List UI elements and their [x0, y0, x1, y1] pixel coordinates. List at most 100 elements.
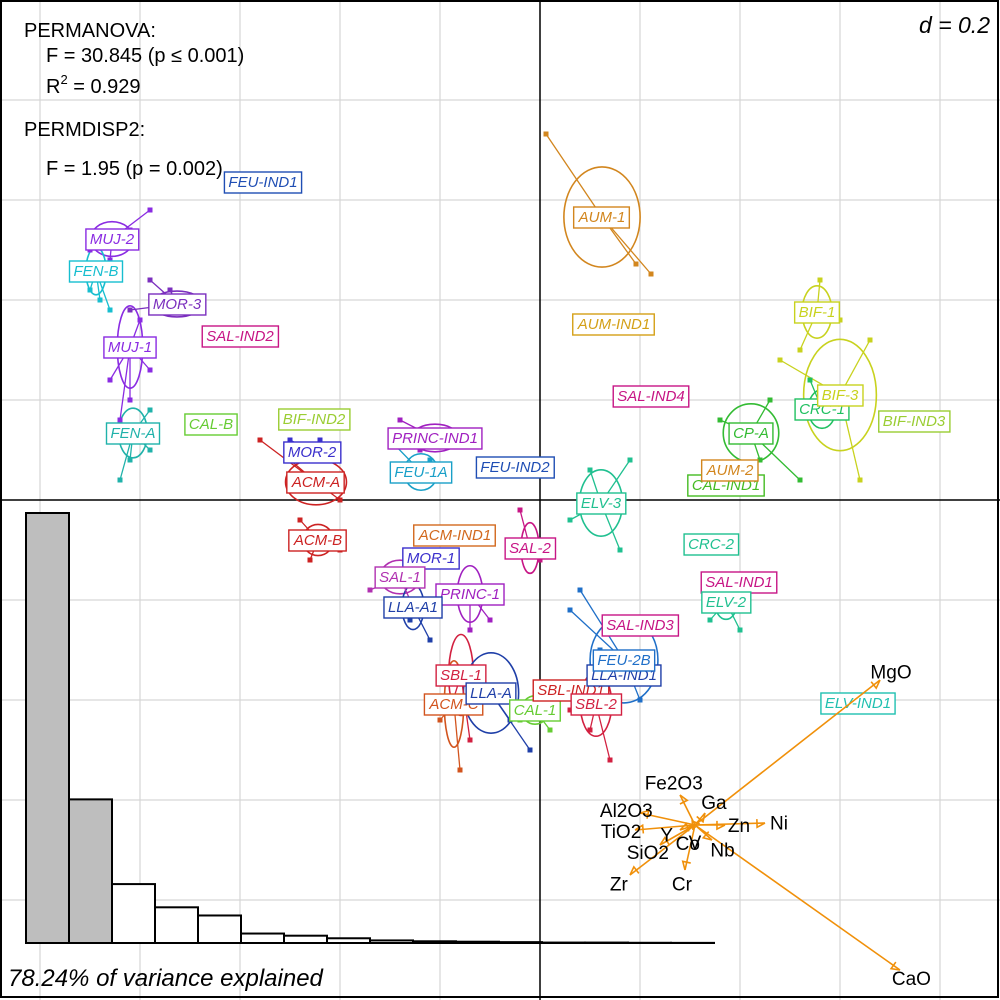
permanova-r2-value: = 0.929	[68, 76, 141, 98]
group-label-frame	[201, 325, 280, 348]
sample-point	[617, 547, 623, 553]
variable-label: TiO2	[601, 822, 641, 843]
group-label-text: BIF-3	[822, 387, 859, 404]
sample-point	[637, 697, 643, 703]
group-label-box: PRINC-1	[435, 583, 505, 606]
group-label-box: FEU-IND1	[223, 171, 303, 194]
group-label-box: ACM-IND1	[413, 524, 496, 547]
sample-point	[107, 377, 113, 383]
variable-arrowhead	[679, 794, 689, 805]
sample-point	[467, 627, 473, 633]
group-label-box: FEN-A	[105, 422, 161, 445]
group-label-box: BIF-1	[793, 301, 841, 324]
sample-point	[117, 417, 123, 423]
group-label-frame	[465, 682, 517, 705]
group-label-text: BIF-1	[799, 304, 836, 321]
group-label-box: AUM-1	[572, 206, 631, 229]
group-label-text: PRINC-IND1	[392, 430, 478, 447]
variable-label: Zn	[728, 816, 750, 837]
group-label-text: SAL-2	[509, 540, 551, 557]
permdisp-f: F = 1.95 (p = 0.002)	[46, 158, 223, 180]
group-label-box: CAL-1	[509, 699, 561, 722]
group-label-frame	[570, 693, 623, 716]
sample-point	[567, 607, 573, 613]
group-label-text: FEU-1A	[394, 464, 447, 481]
sample-point	[547, 727, 553, 733]
sample-point	[857, 477, 863, 483]
group-label-box: LLA-A	[465, 682, 517, 705]
sample-point	[707, 617, 713, 623]
variable-arrowhead	[629, 865, 640, 876]
group-label-frame	[435, 664, 487, 687]
group-spoke	[119, 346, 131, 421]
variable-label: SiO2	[627, 843, 669, 864]
group-label-frame	[820, 692, 896, 715]
eigenvalue-barplot	[25, 512, 715, 945]
group-label-text: ELV-3	[581, 495, 622, 512]
sample-point	[147, 447, 153, 453]
sample-point	[577, 587, 583, 593]
permanova-r2-sup: 2	[60, 72, 67, 87]
group-label-text: PRINC-1	[440, 586, 500, 603]
group-label-text: MUJ-2	[90, 231, 135, 248]
group-label-text: AUM-IND1	[577, 316, 651, 333]
sample-point	[517, 507, 523, 513]
group-label-text: ACM-A	[291, 474, 340, 491]
variable-arrow	[694, 824, 713, 841]
group-label-box: SAL-IND1	[700, 571, 778, 594]
group-label-box: SAL-2	[504, 537, 557, 560]
sample-point	[397, 417, 403, 423]
sample-point	[797, 347, 803, 353]
eigenvalue-bar	[283, 934, 328, 945]
group-label-frame	[103, 336, 157, 359]
sample-point	[537, 557, 543, 563]
group-label-box: ELV-2	[701, 591, 752, 614]
sample-point	[367, 587, 373, 593]
group-label-frame	[572, 313, 655, 336]
group-label-frame	[288, 529, 347, 552]
variable-arrowhead	[870, 679, 881, 690]
group-label-frame	[504, 537, 557, 560]
group-label-text: SBL-2	[575, 696, 617, 713]
sample-point	[287, 437, 293, 443]
sample-point	[797, 477, 803, 483]
group-label-frame	[683, 533, 740, 556]
group-label-frame	[592, 649, 656, 672]
variable-arrowhead	[634, 823, 645, 834]
variable-label: Ga	[701, 793, 727, 814]
variable-label: Zr	[610, 875, 629, 896]
group-label-text: LLA-A1	[388, 599, 438, 616]
group-label-box: PRINC-IND1	[387, 427, 483, 450]
sample-point	[147, 277, 153, 283]
group-label-frame	[475, 456, 555, 479]
group-label-box: MOR-2	[283, 441, 342, 464]
group-label-frame	[105, 422, 161, 445]
sample-point	[587, 727, 593, 733]
variable-label: Al2O3	[600, 801, 653, 822]
group-label-text: AUM-2	[706, 462, 754, 479]
scale-label: d = 0.2	[919, 12, 990, 38]
group-label-frame	[389, 461, 453, 484]
variable-label: Co	[676, 834, 700, 855]
group-label-box: ACM-A	[286, 471, 345, 494]
group-label-text: ELV-IND1	[825, 695, 891, 712]
sample-point	[127, 457, 133, 463]
variable-label: CaO	[892, 969, 931, 990]
variable-arrow	[694, 824, 901, 971]
group-label-frame	[793, 301, 841, 324]
sample-point	[567, 707, 573, 713]
variable-label: MgO	[870, 662, 911, 683]
group-label-frame	[85, 228, 140, 251]
sample-point	[427, 457, 433, 463]
group-label-text: CAL-1	[514, 702, 557, 719]
sample-point	[607, 757, 613, 763]
sample-point	[107, 307, 113, 313]
group-ellipse	[802, 338, 878, 452]
sample-point	[467, 737, 473, 743]
group-label-box: ELV-IND1	[820, 692, 896, 715]
group-label-box: BIF-IND2	[278, 408, 351, 431]
group-label-frame	[223, 171, 303, 194]
permdisp-title: PERMDISP2:	[24, 119, 145, 141]
